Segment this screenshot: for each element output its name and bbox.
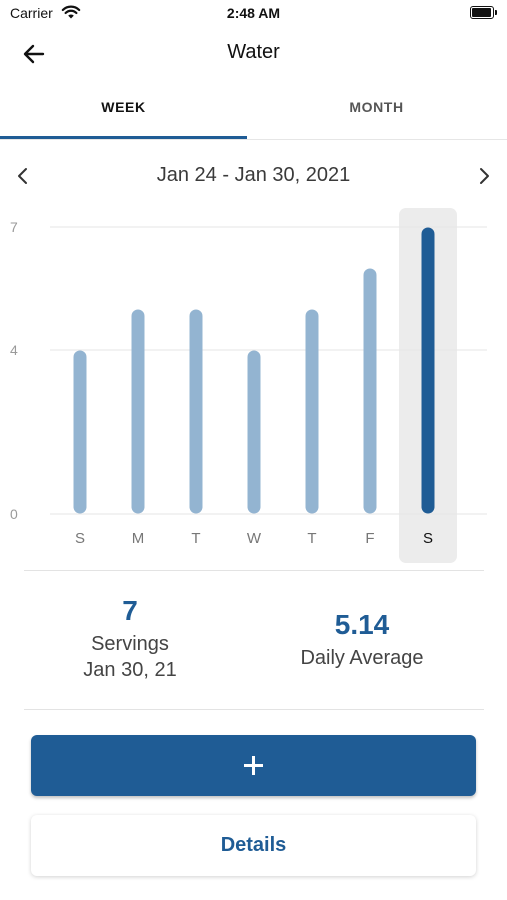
- average-label: Daily Average: [300, 647, 424, 669]
- wifi-icon: [61, 5, 81, 25]
- status-bar: Carrier 2:48 AM: [0, 0, 507, 28]
- add-serving-button[interactable]: [31, 735, 476, 796]
- average-value: 5.14: [334, 609, 390, 640]
- battery-icon: [470, 6, 497, 19]
- tab-month[interactable]: MONTH: [349, 99, 404, 115]
- x-tick-label: T: [191, 530, 200, 547]
- x-tick-label: M: [132, 530, 145, 547]
- divider-bottom: [24, 709, 484, 710]
- daily-average-stat: 5.14 Daily Average: [262, 608, 462, 671]
- y-tick-label: 4: [10, 342, 18, 358]
- servings-stat: 7 Servings Jan 30, 21: [30, 594, 230, 683]
- tab-week[interactable]: WEEK: [101, 99, 146, 115]
- x-tick-label: T: [307, 530, 316, 547]
- servings-label: Servings: [91, 633, 169, 655]
- x-tick-label: F: [365, 530, 374, 547]
- date-range-label: Jan 24 - Jan 30, 2021: [156, 164, 351, 186]
- details-button[interactable]: Details: [31, 815, 476, 876]
- x-tick-label: W: [247, 530, 262, 547]
- tab-bar: WEEK MONTH: [0, 84, 507, 140]
- tab-selected-indicator: [0, 136, 247, 139]
- water-bar-chart: 0 4 7 S M T W T F S: [10, 208, 487, 563]
- nav-bar: Water: [0, 28, 507, 78]
- chevron-left-icon[interactable]: [10, 163, 36, 189]
- carrier-label: Carrier: [10, 5, 53, 21]
- date-range-bar: Jan 24 - Jan 30, 2021: [0, 150, 507, 202]
- divider-top: [24, 570, 484, 571]
- page-title: Water: [227, 41, 280, 63]
- arrow-left-icon[interactable]: [20, 40, 48, 68]
- status-time: 2:48 AM: [226, 5, 281, 21]
- chevron-right-icon[interactable]: [471, 163, 497, 189]
- water-chart: 0 4 7 S M T W T F S: [0, 206, 507, 566]
- x-tick-label: S: [423, 530, 433, 547]
- y-tick-label: 0: [10, 506, 18, 522]
- servings-date: Jan 30, 21: [83, 659, 177, 681]
- x-tick-label: S: [75, 530, 85, 547]
- servings-value: 7: [122, 595, 138, 626]
- y-tick-label: 7: [10, 219, 18, 235]
